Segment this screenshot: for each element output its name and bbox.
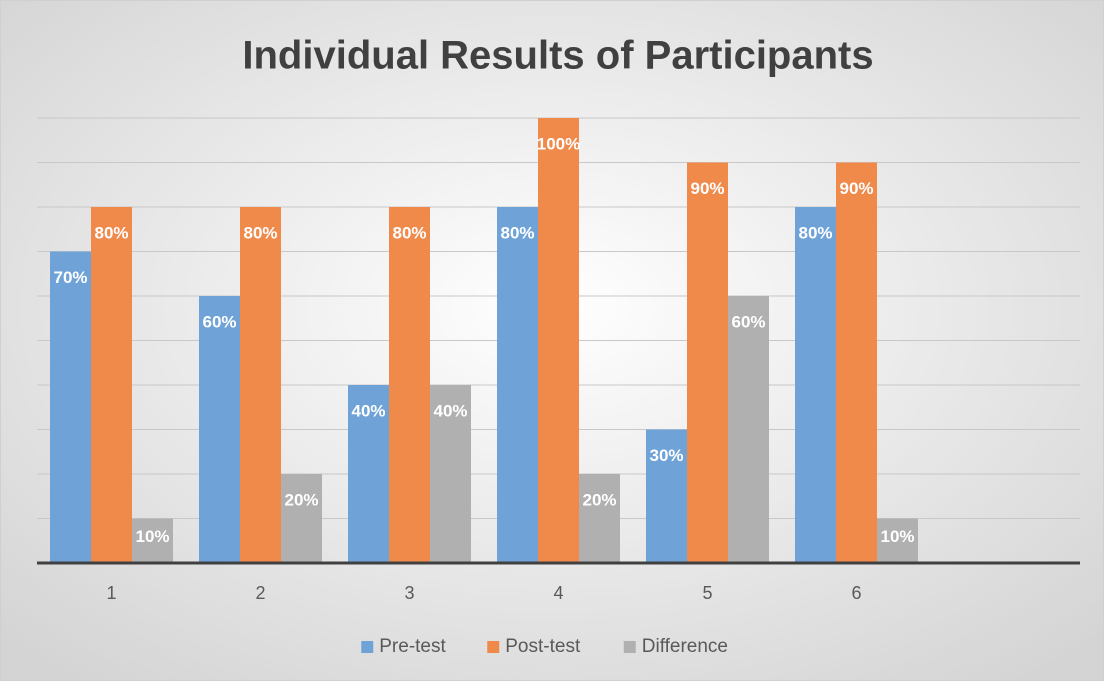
data-label: 60% (731, 312, 765, 331)
bar (240, 207, 281, 563)
legend-swatch (361, 641, 374, 653)
bar (91, 207, 132, 563)
data-label: 80% (392, 223, 426, 242)
bar (50, 251, 91, 563)
bar (497, 207, 538, 563)
x-tick-label: 6 (851, 583, 861, 603)
legend-swatch (487, 641, 500, 653)
data-label: 20% (284, 490, 318, 509)
data-label: 40% (433, 401, 467, 420)
bar (836, 162, 877, 563)
data-label: 70% (53, 268, 87, 287)
bar (281, 474, 322, 563)
bar (538, 118, 579, 563)
bar (579, 474, 620, 563)
data-label: 60% (202, 312, 236, 331)
legend-label: Post-test (505, 636, 581, 657)
bar (877, 518, 918, 563)
data-label: 90% (690, 179, 724, 198)
data-label: 20% (582, 490, 616, 509)
data-label: 100% (537, 134, 580, 153)
data-label: 10% (880, 527, 914, 546)
x-tick-label: 3 (404, 583, 414, 603)
data-label: 30% (649, 446, 683, 465)
data-label: 80% (798, 223, 832, 242)
bar (795, 207, 836, 563)
legend-swatch (623, 641, 636, 653)
bar (430, 385, 471, 563)
data-label: 90% (839, 179, 873, 198)
bar (348, 385, 389, 563)
legend-label: Pre-test (379, 636, 446, 657)
x-tick-label: 1 (106, 583, 116, 603)
bar (728, 296, 769, 563)
bar (199, 296, 240, 563)
bar (132, 518, 173, 563)
data-label: 80% (94, 223, 128, 242)
bar (687, 162, 728, 563)
data-label: 80% (500, 223, 534, 242)
data-label: 10% (135, 527, 169, 546)
x-tick-label: 2 (255, 583, 265, 603)
x-tick-label: 5 (702, 583, 712, 603)
bar (389, 207, 430, 563)
bar (646, 429, 687, 563)
data-label: 80% (243, 223, 277, 242)
chart-title: Individual Results of Participants (242, 34, 873, 78)
data-label: 40% (351, 401, 385, 420)
x-tick-label: 4 (553, 583, 563, 603)
legend-label: Difference (642, 636, 728, 657)
